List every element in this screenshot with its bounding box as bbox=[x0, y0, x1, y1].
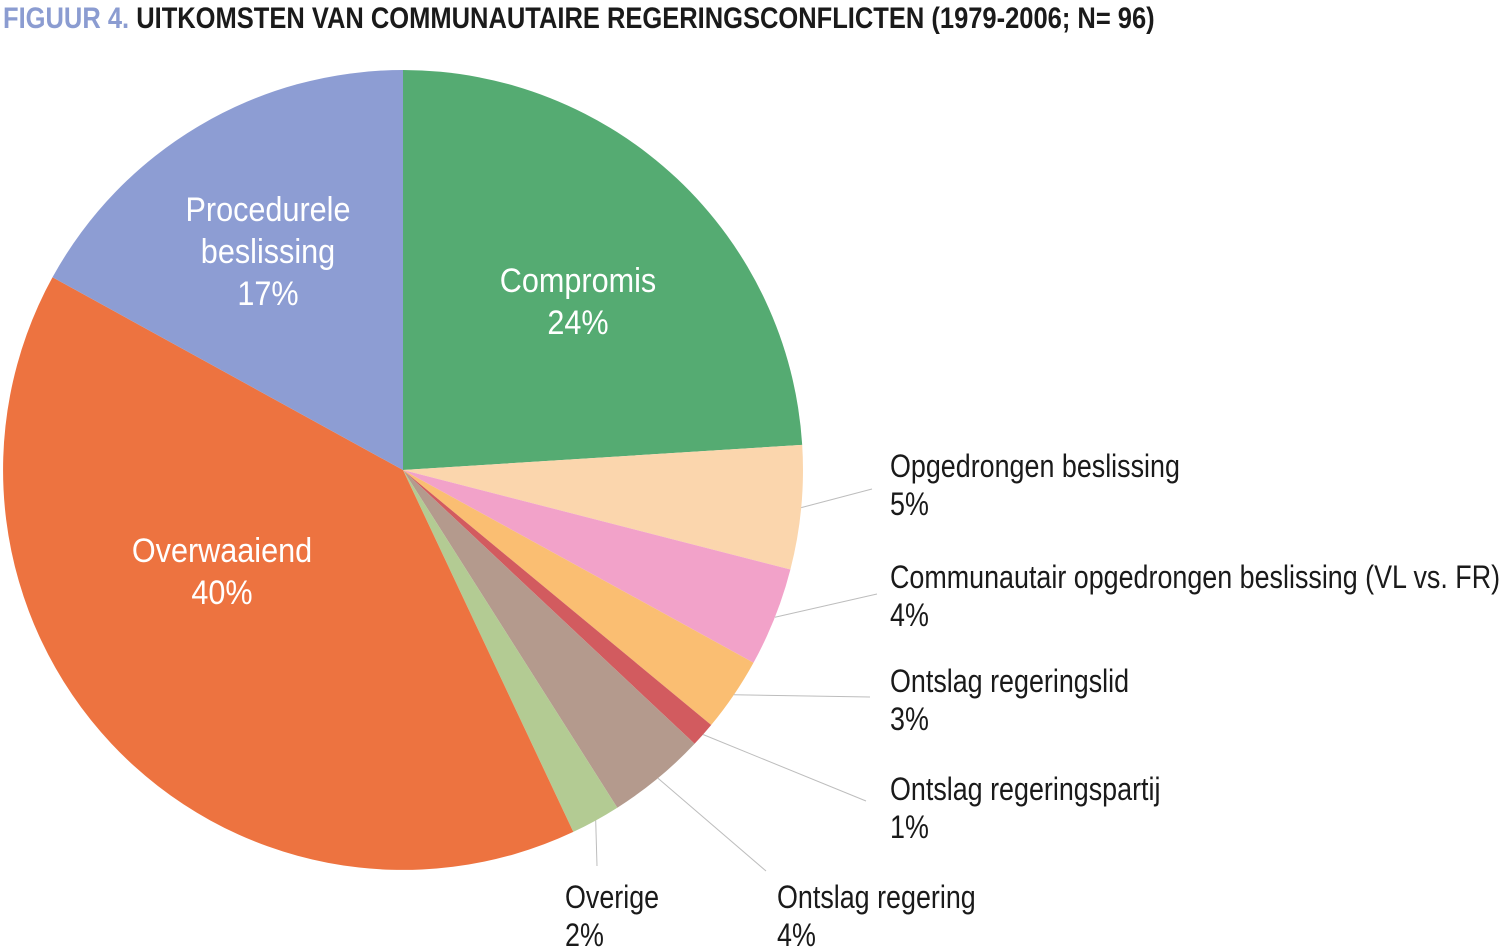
slice-label-text: Ontslag regeringspartij bbox=[890, 771, 1161, 807]
slice-pct-text: 5% bbox=[890, 486, 929, 522]
pie-slice-ontslag-regeringslid bbox=[403, 470, 754, 725]
leader-line-ontslag-regeringspartij bbox=[702, 734, 867, 802]
pie-slice-procedurele-beslissing bbox=[52, 70, 403, 470]
leader-line-opgedrongen-beslissing bbox=[801, 488, 873, 509]
slice-label-text-line: Compromis bbox=[499, 262, 657, 300]
figure-title-text: UITKOMSTEN VAN COMMUNAUTAIRE REGERINGSCO… bbox=[129, 2, 1155, 35]
slice-label-outside-overige: Overige 2% bbox=[565, 878, 659, 950]
slice-label-outside-opgedrongen-beslissing: Opgedrongen beslissing 5% bbox=[890, 447, 1180, 523]
pie-slice-overige bbox=[403, 470, 618, 832]
leader-line-communautair-opgedrongen-beslissing-vl-vs-fr bbox=[774, 593, 878, 618]
slice-pct-text: 1% bbox=[890, 809, 929, 845]
slice-label-outside-ontslag-regeringspartij: Ontslag regeringspartij 1% bbox=[890, 770, 1160, 846]
pie-slice-opgedrongen-beslissing bbox=[403, 444, 803, 570]
slice-pct-text: 3% bbox=[890, 701, 929, 737]
pie-slice-communautair-opgedrongen-beslissing-vl-vs-fr bbox=[403, 470, 791, 663]
leader-line-ontslag-regeringslid bbox=[733, 694, 871, 698]
leader-line-ontslag-regering bbox=[657, 777, 767, 872]
figure-title-number: FIGUUR 4. bbox=[3, 2, 130, 35]
slice-label-inside-overwaaiend: Overwaaiend 40% bbox=[132, 530, 312, 614]
slice-label-inside-procedurele-beslissing: Procedurele beslissing 17% bbox=[185, 189, 350, 315]
slice-pct-text: 4% bbox=[777, 917, 816, 950]
slice-label-text: Overige bbox=[565, 879, 660, 915]
slice-label-text-line: Procedurele bbox=[185, 191, 351, 229]
slice-label-text: Communautair opgedrongen beslissing (VL … bbox=[890, 559, 1501, 595]
slice-label-outside-ontslag-regeringslid: Ontslag regeringslid 3% bbox=[890, 662, 1129, 738]
slice-label-outside-ontslag-regering: Ontslag regering 4% bbox=[777, 878, 976, 950]
slice-label-text: Ontslag regering bbox=[777, 879, 976, 915]
slice-pct-text: 2% bbox=[565, 917, 604, 950]
pie-slice-ontslag-regering bbox=[403, 470, 695, 808]
slice-pct-text: 17% bbox=[237, 275, 299, 313]
slice-label-outside-communautair-opgedrongen-beslissing-vl-vs-fr: Communautair opgedrongen beslissing (VL … bbox=[890, 558, 1500, 634]
pie-slice-overwaaiend bbox=[3, 277, 574, 870]
pie-slice-ontslag-regeringspartij bbox=[403, 470, 712, 744]
leader-line-overige bbox=[595, 820, 598, 867]
slice-pct-text: 40% bbox=[191, 574, 253, 612]
slice-label-text-line: beslissing bbox=[200, 233, 336, 271]
slice-label-text: Ontslag regeringslid bbox=[890, 663, 1130, 699]
pie-slice-compromis bbox=[403, 70, 803, 470]
slice-pct-text: 4% bbox=[890, 597, 929, 633]
figure-title: FIGUUR 4. UITKOMSTEN VAN COMMUNAUTAIRE R… bbox=[3, 2, 1155, 36]
slice-label-text: Opgedrongen beslissing bbox=[890, 448, 1180, 484]
slice-label-text-line: Overwaaiend bbox=[131, 532, 313, 570]
slice-pct-text: 24% bbox=[547, 304, 609, 342]
slice-label-inside-compromis: Compromis 24% bbox=[500, 260, 656, 344]
